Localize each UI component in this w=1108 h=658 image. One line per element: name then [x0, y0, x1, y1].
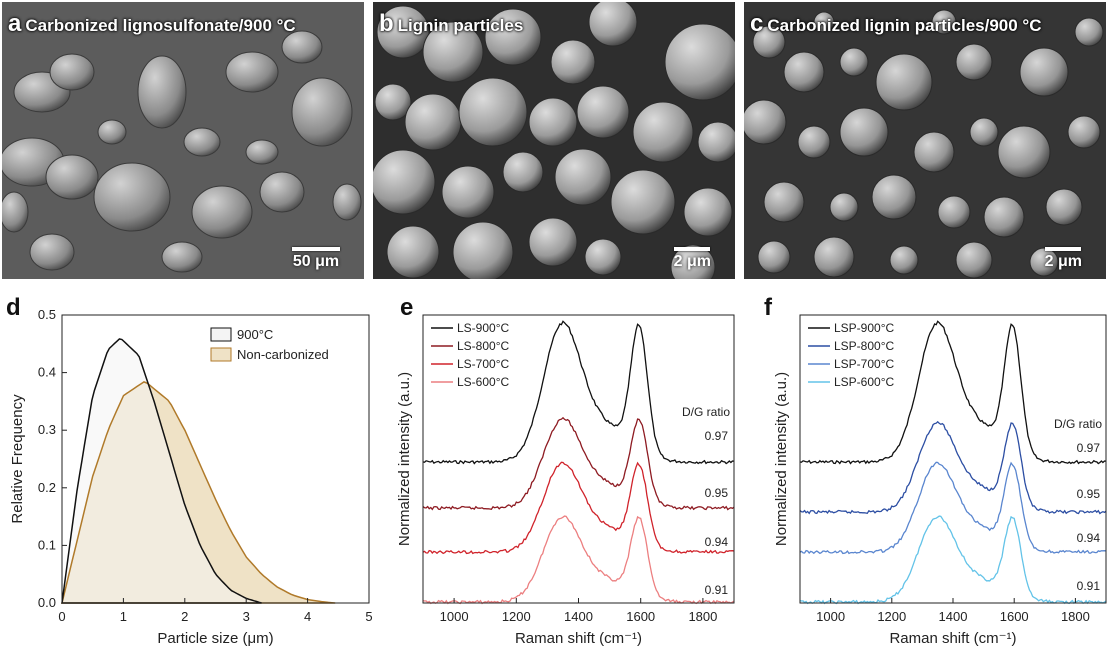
spectrum-LSP-900°C [799, 320, 1107, 465]
spectrum-LSP-600°C [799, 515, 1107, 605]
legend-label: 900°C [237, 327, 273, 342]
plot-frame [61, 314, 370, 604]
spectrum-LS-600°C [422, 515, 735, 605]
spectrum-LSP-800°C [799, 420, 1107, 515]
legend-label: LS-600°C [457, 375, 509, 389]
spectrum-LS-900°C [422, 320, 735, 465]
x-tick-label: 5 [365, 609, 372, 624]
panel-letter-e: e [400, 294, 414, 321]
y-tick-label: 0.5 [38, 307, 56, 322]
sem-micrograph-c [744, 2, 1106, 279]
raman-ls-chart: 0.97 0.95 0.94 0.91 D/G ratio 1000 1200 1400 160… [396, 314, 735, 647]
sem-micrograph-a [2, 2, 364, 279]
dg-ratio-value: 0.94 [1077, 531, 1101, 545]
sem-image-c: c Carbonized lignin particles/900 °C 2 μm [744, 2, 1106, 279]
x-tick-label: 1000 [816, 609, 845, 624]
scale-bar-b: 2 μm [674, 247, 711, 271]
sem-image-b: b Lignin particles 2 μm [373, 2, 735, 279]
dg-ratio-value: 0.95 [1077, 487, 1101, 501]
legend-label: LSP-600°C [834, 375, 894, 389]
x-tick-label: 1600 [1000, 609, 1029, 624]
raman-lsp-chart: 0.97 0.95 0.94 0.91 D/G ratio 1000 1200 1400 160… [773, 314, 1107, 647]
y-tick-label: 0.3 [38, 422, 56, 437]
x-tick-label: 2 [181, 609, 188, 624]
scale-bar-a: 50 μm [292, 247, 340, 271]
area-900c [62, 338, 262, 603]
x-tick-label: 3 [243, 609, 250, 624]
x-tick-label: 1600 [626, 609, 655, 624]
dg-ratio-value: 0.91 [705, 583, 729, 597]
dg-ratio-title: D/G ratio [1054, 417, 1102, 431]
sem-title-a: a Carbonized lignosulfonate/900 °C [8, 10, 296, 37]
x-tick-label: 1200 [877, 609, 906, 624]
x-tick-label: 1800 [1061, 609, 1090, 624]
x-tick-label: 4 [304, 609, 311, 624]
y-axis-label: Normalized intensity (a.u.) [396, 372, 413, 546]
dg-ratio-value: 0.97 [705, 429, 729, 443]
dg-ratio-value: 0.95 [705, 486, 729, 500]
x-tick-label: 1800 [688, 609, 717, 624]
y-axis-label: Relative Frequency [9, 394, 26, 524]
sem-image-a: a Carbonized lignosulfonate/900 °C 50 μm [2, 2, 364, 279]
legend-label: LSP-800°C [834, 339, 894, 353]
dg-ratio-title: D/G ratio [682, 405, 730, 419]
x-tick-label: 1000 [440, 609, 469, 624]
y-axis-label: Normalized intensity (a.u.) [773, 372, 790, 546]
y-tick-label: 0.2 [38, 480, 56, 495]
panel-letter-f: f [764, 294, 772, 321]
y-tick-label: 0.4 [38, 365, 56, 380]
sem-title-c: c Carbonized lignin particles/900 °C [750, 10, 1042, 37]
dg-ratio-value: 0.91 [1077, 579, 1101, 593]
spectrum-LS-800°C [422, 416, 735, 511]
x-tick-label: 1400 [939, 609, 968, 624]
x-axis-label: Raman shift (cm⁻¹) [515, 630, 642, 647]
spectrum-LSP-700°C [799, 461, 1107, 555]
dg-ratio-value: 0.94 [705, 535, 729, 549]
legend-label: LS-800°C [457, 339, 509, 353]
line-900c [61, 338, 262, 604]
y-tick-label: 0.1 [38, 537, 56, 552]
legend-label: LSP-900°C [834, 321, 894, 335]
legend-swatch [210, 327, 232, 342]
legend-label: Non-carbonized [237, 347, 329, 362]
panel-letter-d: d [6, 294, 21, 321]
x-tick-label: 0 [58, 609, 65, 624]
sem-micrograph-b [373, 2, 735, 279]
particle-size-chart: 0 1 2 3 4 5 0.0 0.1 0.2 0.3 0.4 0.5 Particle size (μ… [9, 307, 373, 647]
x-tick-label: 1 [120, 609, 127, 624]
dg-ratio-value: 0.97 [1077, 441, 1101, 455]
x-tick-label: 1400 [564, 609, 593, 624]
y-tick-label: 0.0 [38, 595, 56, 610]
x-axis-label: Raman shift (cm⁻¹) [889, 630, 1016, 647]
sem-title-b: b Lignin particles [379, 10, 524, 37]
x-tick-label: 1200 [502, 609, 531, 624]
legend-swatch [210, 347, 232, 362]
legend-label: LS-700°C [457, 357, 509, 371]
x-axis-label: Particle size (μm) [157, 630, 273, 647]
spectrum-LS-700°C [422, 461, 735, 555]
scale-bar-c: 2 μm [1045, 247, 1082, 271]
legend-label: LSP-700°C [834, 357, 894, 371]
legend-label: LS-900°C [457, 321, 509, 335]
line-non-carbonized [61, 381, 336, 604]
